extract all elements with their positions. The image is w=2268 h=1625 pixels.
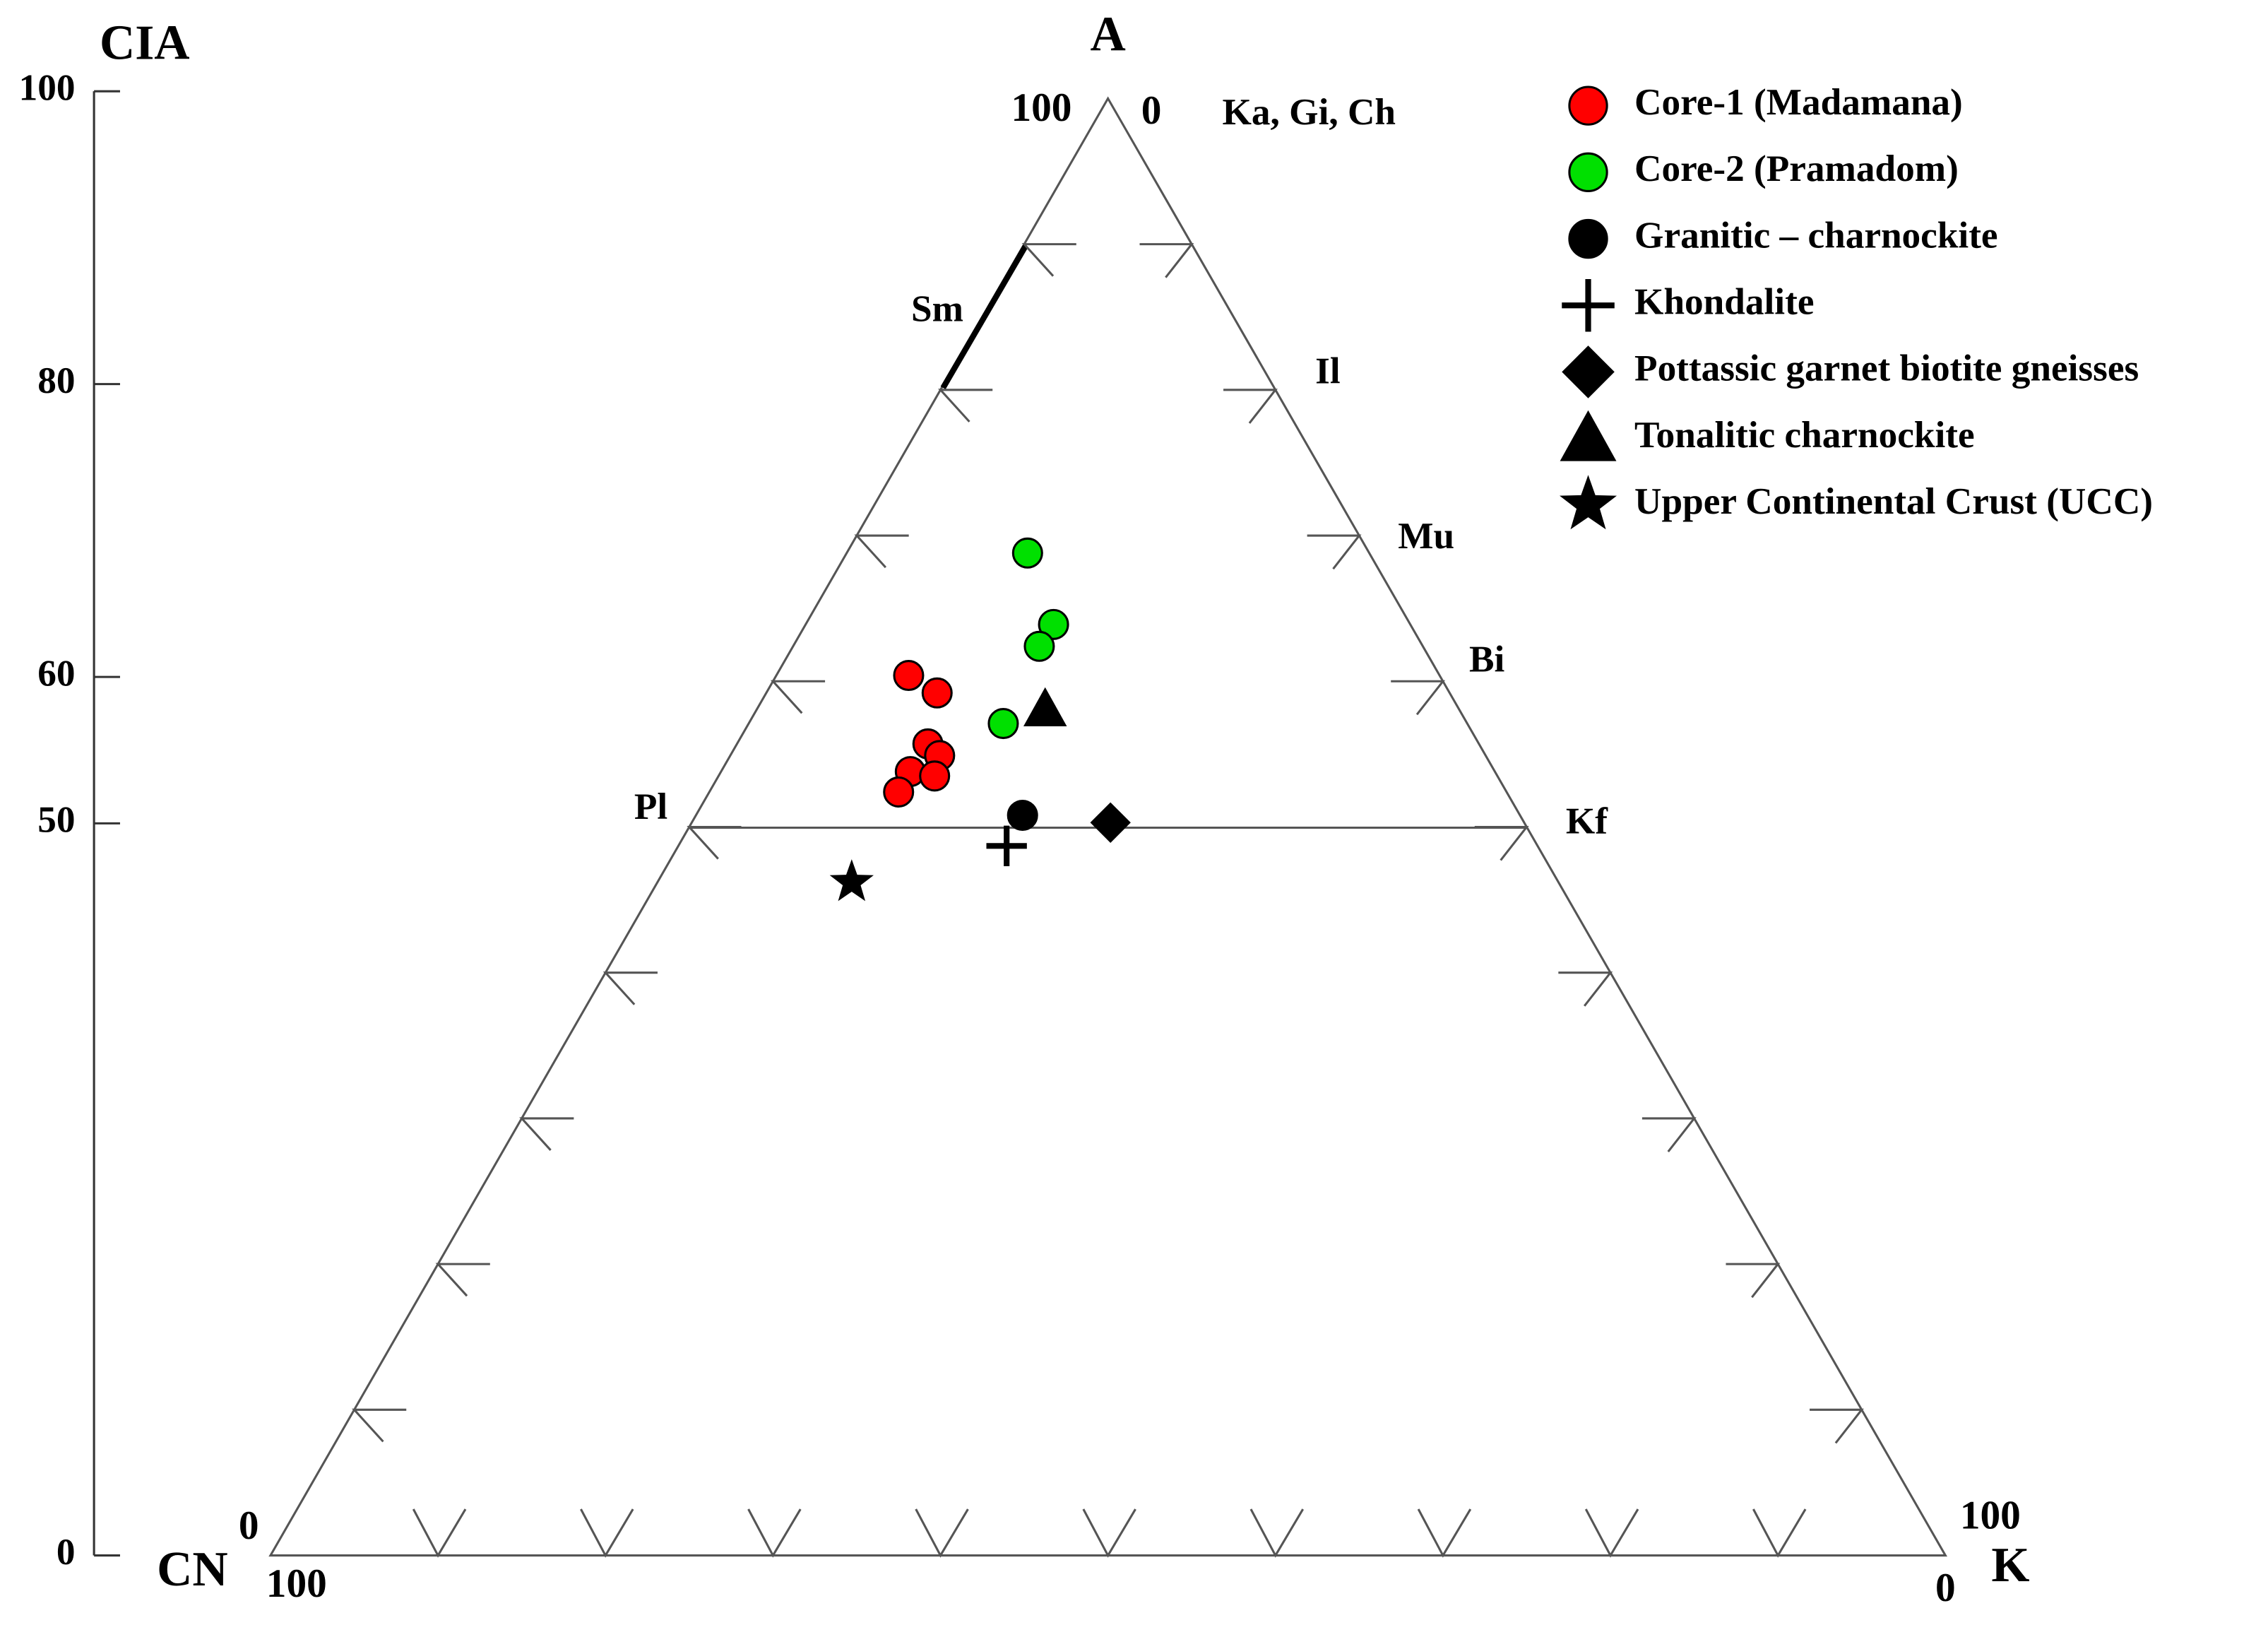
mineral-label: Mu (1398, 515, 1454, 557)
edge-chevron (1752, 1508, 1807, 1558)
data-point (893, 659, 925, 692)
corner-value: 100 (1960, 1494, 2021, 1538)
edge-chevron (1307, 534, 1362, 570)
corner-value: 0 (239, 1503, 259, 1548)
edge-chevron (435, 1263, 490, 1297)
edge-chevron (747, 1508, 802, 1558)
edge-chevron (1474, 825, 1529, 861)
data-point (1090, 802, 1131, 843)
legend-marker (1560, 475, 1617, 530)
legend-marker (1562, 345, 1615, 398)
legend-label: Pottassic garnet biotite gneisses (1634, 348, 2139, 389)
edge-chevron (412, 1508, 467, 1558)
legend-label: Core-1 (Madamana) (1634, 81, 1963, 123)
mineral-label: Il (1315, 350, 1341, 392)
legend-label: Tonalitic charnockite (1634, 414, 1975, 456)
edge-chevron (1810, 1408, 1864, 1444)
edge-chevron (1082, 1508, 1136, 1558)
edge-chevron (1641, 1117, 1697, 1152)
legend-marker (1560, 410, 1617, 461)
edge-chevron (1558, 971, 1613, 1007)
legend-marker (1568, 218, 1608, 259)
edge-chevron (602, 971, 658, 1005)
mineral-label: Kf (1566, 800, 1608, 842)
data-point (921, 677, 953, 709)
mineral-label: Pl (634, 786, 667, 827)
data-point (919, 760, 951, 792)
smectite-line (940, 244, 1028, 390)
edge-chevron (352, 1408, 407, 1443)
mineral-label: Sm (911, 288, 963, 330)
edge-chevron (854, 534, 909, 569)
corner-value: 100 (266, 1561, 327, 1606)
edge-chevron (1249, 1508, 1305, 1558)
corner-value: 0 (1935, 1566, 1956, 1610)
legend-label: Upper Continental Crust (UCC) (1634, 480, 2153, 522)
legend-marker (1568, 152, 1608, 192)
legend-marker (1568, 85, 1608, 126)
y-tick-label: 0 (57, 1531, 76, 1573)
data-point (1023, 687, 1067, 727)
edge-chevron (770, 680, 826, 714)
legend-label: Core-2 (Pramadom) (1634, 148, 1959, 189)
data-point (1007, 799, 1038, 831)
edge-chevron (1417, 1508, 1472, 1558)
edge-chevron (1223, 389, 1278, 424)
data-point (986, 825, 1027, 866)
edge-chevron (1726, 1263, 1781, 1299)
edge-chevron (1584, 1508, 1639, 1558)
apex-label: A (1090, 7, 1125, 61)
edge-chevron (687, 825, 742, 860)
edge-chevron (938, 389, 993, 422)
mineral-label: Ka, Gi, Ch (1223, 91, 1396, 133)
data-point (829, 859, 874, 902)
y-tick-label: 100 (19, 66, 76, 108)
data-point (1023, 630, 1055, 662)
edge-chevron (1139, 243, 1194, 278)
data-point (987, 708, 1019, 740)
corner-value: 0 (1141, 88, 1162, 133)
apex-label: CN (157, 1542, 228, 1597)
legend-label: Granitic – charnockite (1634, 214, 1998, 256)
y-tick-label: 60 (37, 652, 75, 694)
data-point (883, 776, 915, 808)
legend-marker (1562, 278, 1615, 332)
y-axis-label: CIA (100, 16, 190, 71)
legend-label: Khondalite (1634, 280, 1814, 322)
mineral-label: Bi (1469, 638, 1505, 680)
y-tick-label: 50 (37, 799, 75, 841)
apex-label: K (1991, 1538, 2029, 1592)
edge-chevron (1391, 680, 1446, 716)
edge-chevron (1021, 243, 1076, 277)
y-tick-label: 80 (37, 360, 75, 401)
corner-value: 100 (1011, 85, 1071, 130)
edge-chevron (519, 1117, 574, 1151)
data-point (1011, 537, 1043, 569)
edge-chevron (580, 1508, 634, 1558)
edge-chevron (915, 1508, 969, 1558)
data-point (1038, 608, 1069, 640)
